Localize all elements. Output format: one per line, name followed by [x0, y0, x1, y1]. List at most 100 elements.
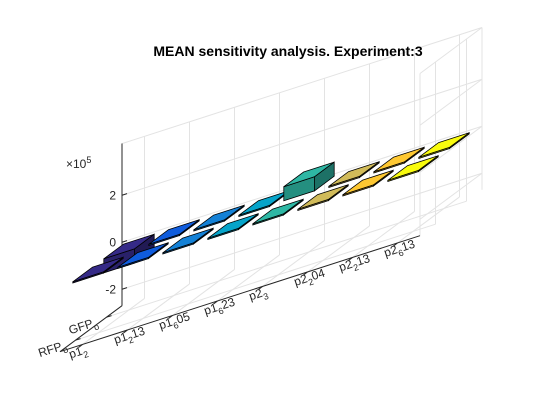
grid-line: [121, 78, 483, 196]
x-tick-label-tail: 13: [400, 237, 417, 255]
grid-line: [419, 172, 483, 220]
y-tick-label-main: RFP: [37, 339, 64, 360]
bar-top-face: [297, 184, 349, 210]
bar-1-2: [162, 227, 214, 255]
z-tick-mark: [121, 193, 128, 196]
x-tick-label-main: p1: [112, 329, 129, 347]
x-tick-label: p12: [67, 342, 90, 364]
bar-top-face: [162, 227, 214, 254]
x-tick-label-tail: 23: [220, 295, 237, 313]
x-tick-label-sub: 6: [217, 305, 225, 316]
x-tick-label-tail: 04: [310, 266, 327, 284]
y-tick-label-sub: o: [61, 344, 69, 355]
x-tick-mark: [78, 344, 83, 348]
x-axis-line: [59, 235, 421, 353]
bar-1-5: [297, 183, 349, 212]
z-tick-label: 0: [109, 235, 116, 249]
x-tick-label-sub: 2: [352, 262, 360, 273]
x-tick-label-sub: 6: [172, 320, 180, 331]
bar-top-face: [418, 132, 470, 158]
y-tick-mark: [75, 338, 81, 341]
x-tick-label-main: p1: [67, 344, 84, 362]
z-exponent-label: ×105: [66, 155, 91, 171]
x-tick-label-main: p2: [382, 242, 399, 260]
bar-top-face: [328, 161, 380, 187]
x-tick-mark: [258, 286, 263, 290]
labels-layer: 20-2p12p1213p1605p1623p23p2204p2213p2613…: [37, 188, 418, 364]
grid-line: [82, 298, 145, 345]
x-tick-label-sub: 6: [397, 247, 405, 258]
bar-top-face: [103, 233, 155, 260]
bar-0-4: [283, 161, 335, 202]
box-top-edge: [121, 27, 483, 145]
x-tick-mark: [348, 257, 353, 261]
x-tick-label-main: p1: [202, 300, 219, 318]
grid-line: [217, 254, 280, 302]
grid-layer: [75, 27, 483, 345]
y-tick-label-sub: o: [92, 321, 100, 332]
z-exponent-base: ×10: [66, 157, 87, 171]
y-axis-line: [59, 305, 123, 353]
x-tick-label-main: p1: [157, 315, 174, 333]
bar-top-face: [72, 256, 124, 283]
bar-top-face: [283, 161, 335, 188]
z-tick-label: 2: [109, 188, 116, 202]
y-tick-mark: [106, 315, 112, 318]
bar-top-face: [193, 204, 245, 231]
z-tick-mark: [121, 287, 128, 290]
grid-line: [419, 125, 483, 173]
x-tick-mark: [123, 329, 128, 334]
bar-1-0: [72, 256, 124, 284]
x-tick-label-main: p2: [247, 286, 264, 304]
x-tick-label-tail: 13: [130, 324, 147, 342]
grid-line: [397, 196, 460, 244]
bar-top-face: [252, 198, 304, 225]
bar-1-1: [117, 241, 169, 270]
bars-layer: [72, 131, 470, 284]
bar-0-1: [148, 218, 200, 247]
x-tick-label: p2613: [382, 237, 418, 263]
grid-line: [307, 225, 370, 273]
x-tick-label-main: p2: [337, 257, 354, 275]
x-tick-label-sub: 3: [262, 291, 270, 302]
z-tick-mark: [121, 240, 128, 243]
x-tick-label-tail: 05: [175, 309, 192, 327]
x-tick-label: p2213: [337, 251, 373, 277]
x-tick-mark: [168, 315, 173, 319]
x-tick-mark: [393, 242, 398, 247]
grid-line: [352, 211, 415, 258]
x-tick-label-sub: 2: [127, 334, 135, 345]
x-tick-label-main: p2: [292, 271, 309, 289]
grid-line: [262, 240, 325, 287]
bar-top-face: [342, 169, 394, 196]
z-tick-label: -2: [105, 282, 116, 296]
x-tick-label: p23: [247, 284, 270, 306]
grid-line: [127, 283, 190, 331]
grid-line: [419, 78, 483, 126]
grid-line: [75, 223, 436, 341]
bar-1-7: [387, 154, 439, 183]
bar-top-face: [387, 155, 439, 181]
x-tick-label: p1605: [157, 309, 193, 335]
bar-0-5: [328, 160, 380, 189]
bar-top-face: [117, 242, 169, 268]
bar-0-6: [373, 146, 425, 174]
x-tick-label-sub: 2: [82, 349, 90, 360]
bar-0-3: [238, 189, 290, 218]
x-tick-label-sub: 2: [307, 276, 315, 287]
grid-line: [121, 172, 483, 290]
chart-title: MEAN sensitivity analysis. Experiment:3: [153, 43, 422, 59]
z-exponent-power: 5: [86, 155, 91, 165]
x-tick-label-tail: 13: [355, 251, 372, 269]
bar-top-face: [207, 213, 259, 239]
bar-top-face: [238, 190, 290, 216]
x-tick-label: p1623: [202, 295, 238, 321]
bar-top-face: [373, 146, 425, 173]
y-tick-label: GFPo: [67, 315, 100, 340]
y-tick-label-main: GFP: [67, 316, 95, 337]
bar-0-7: [418, 131, 470, 160]
x-tick-label: p1213: [112, 324, 148, 350]
y-tick-label: RFPo: [37, 338, 70, 363]
x-tick-label: p2204: [292, 266, 328, 292]
